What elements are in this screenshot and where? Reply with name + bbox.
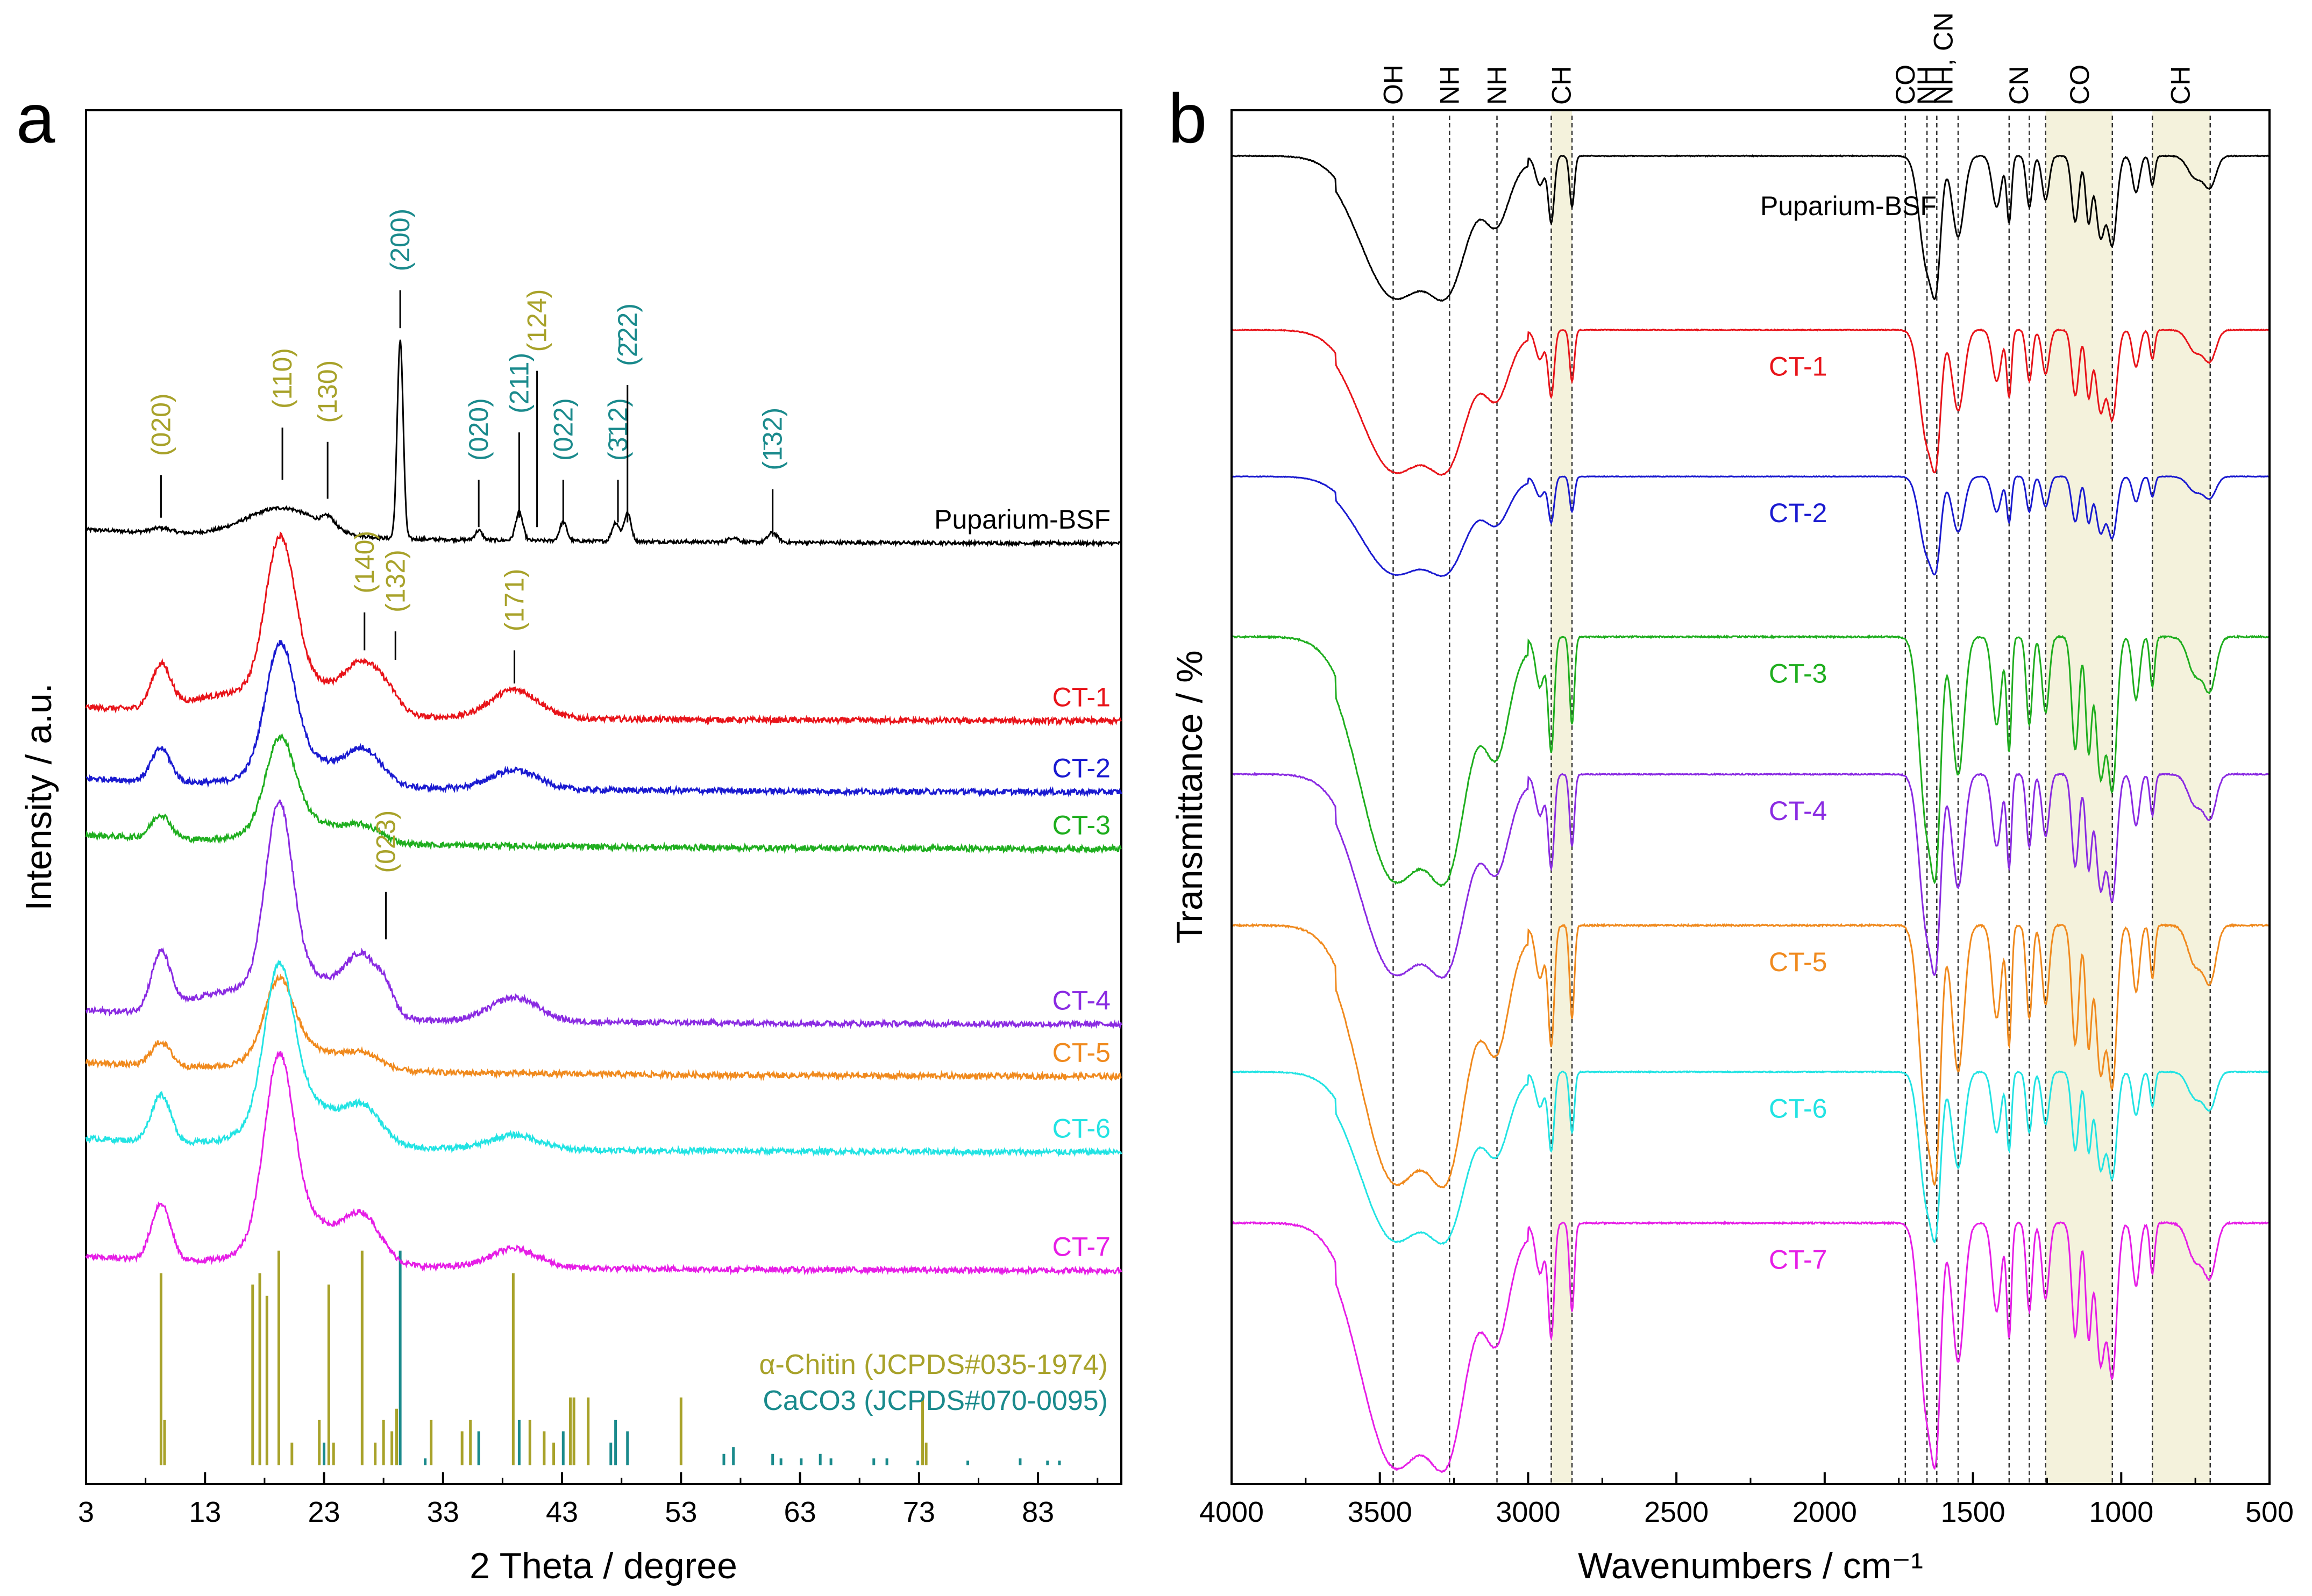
ftir-series-line bbox=[1230, 1070, 2271, 1245]
ftir-x-tick-label: 2500 bbox=[1644, 1496, 1709, 1528]
xrd-peak-label: (211) bbox=[504, 353, 534, 414]
xrd-reference-teal-label: CaCO3 (JCPDS#070-0095) bbox=[763, 1385, 1108, 1416]
xrd-series-line bbox=[85, 959, 1122, 1158]
xrd-peak-label: (130) bbox=[312, 360, 343, 423]
ftir-series-label: CT-4 bbox=[1769, 796, 1827, 826]
ftir-x-axis-label: Wavenumbers / cm⁻¹ bbox=[1578, 1545, 1923, 1586]
ftir-series-label: Puparium-BSF bbox=[1760, 191, 1937, 221]
ftir-chart: Puparium-BSF CT-1 CT-2 CT-3 CT-4 CT-5 CT-6 CT-7… bbox=[1169, 12, 2294, 1586]
panel-a-letter: a bbox=[16, 79, 55, 158]
ftir-shaded-band bbox=[2152, 110, 2210, 1484]
xrd-x-tick-label: 3 bbox=[78, 1496, 94, 1528]
ftir-x-tick-label: 2000 bbox=[1792, 1496, 1857, 1528]
ftir-band-label: OH bbox=[1378, 65, 1408, 105]
ftir-band-label: CO bbox=[2065, 65, 2095, 105]
xrd-y-axis-label: Intensity / a.u. bbox=[18, 683, 59, 910]
ftir-series-line bbox=[1231, 922, 2270, 1188]
ftir-plot-frame bbox=[1230, 109, 2271, 1485]
xrd-series-line bbox=[85, 531, 1122, 726]
xrd-peak-label: (132) bbox=[380, 550, 410, 612]
ftir-band-label: NH bbox=[1912, 66, 1942, 105]
xrd-x-tick-label: 73 bbox=[903, 1496, 935, 1528]
xrd-series-line bbox=[85, 1051, 1122, 1277]
ftir-x-tick-label: 1500 bbox=[1941, 1496, 2005, 1528]
xrd-series-line bbox=[86, 640, 1122, 798]
xrd-peak-label: (200) bbox=[385, 209, 415, 272]
ftir-band-label: NH, CN bbox=[1928, 12, 1958, 105]
ftir-series-line bbox=[1231, 154, 2270, 302]
xrd-peak-label: (3̄12) bbox=[603, 398, 633, 461]
xrd-chart: Puparium-BSF CT-1 CT-2 CT-3 CT-4 CT-5 CT-6 CT-7… bbox=[18, 109, 1122, 1586]
xrd-series-label: CT-2 bbox=[1052, 753, 1111, 783]
xrd-peak-label: (1̄32) bbox=[758, 408, 788, 471]
xrd-peak-label: (124) bbox=[522, 289, 552, 352]
ftir-x-tick-label: 500 bbox=[2245, 1496, 2294, 1528]
xrd-peak-label: (110) bbox=[267, 348, 297, 409]
ftir-series-label: CT-1 bbox=[1769, 352, 1827, 382]
ftir-series-label: CT-5 bbox=[1769, 947, 1827, 977]
ftir-band-label: CH bbox=[2166, 66, 2196, 105]
ftir-shaded-band bbox=[2045, 110, 2112, 1484]
xrd-x-tick-label: 83 bbox=[1022, 1496, 1054, 1528]
xrd-x-axis-label: 2 Theta / degree bbox=[469, 1545, 737, 1586]
xrd-series-label: CT-7 bbox=[1052, 1232, 1111, 1262]
ftir-series-line bbox=[1231, 634, 2270, 887]
xrd-peak-label: (171) bbox=[500, 568, 530, 631]
xrd-series-label: Puparium-BSF bbox=[934, 504, 1111, 535]
xrd-x-tick-label: 53 bbox=[665, 1496, 697, 1528]
xrd-series-line bbox=[85, 973, 1122, 1082]
xrd-peak-label: (2̄22) bbox=[613, 303, 643, 366]
ftir-series-line bbox=[1231, 475, 2270, 578]
xrd-x-tick-label: 23 bbox=[308, 1496, 340, 1528]
xrd-x-tick-label: 33 bbox=[427, 1496, 459, 1528]
ftir-x-tick-label: 1000 bbox=[2089, 1496, 2153, 1528]
ftir-band-label: NH bbox=[1482, 66, 1512, 105]
ftir-y-axis-label: Transmittance / % bbox=[1169, 650, 1210, 943]
xrd-peak-label: (022) bbox=[548, 398, 578, 461]
xrd-series-label: CT-1 bbox=[1052, 682, 1111, 712]
ftir-band-label: CO bbox=[1890, 65, 1920, 105]
xrd-series-line bbox=[85, 732, 1122, 854]
ftir-series-label: CT-2 bbox=[1769, 498, 1827, 528]
xrd-x-tick-label: 63 bbox=[784, 1496, 816, 1528]
xrd-x-tick-label: 43 bbox=[546, 1496, 578, 1528]
xrd-x-tick-label: 13 bbox=[189, 1496, 221, 1528]
xrd-peak-label: (020) bbox=[146, 393, 176, 456]
xrd-reference-olive-label: α-Chitin (JCPDS#035-1974) bbox=[759, 1349, 1108, 1380]
xrd-series-label: CT-4 bbox=[1052, 985, 1111, 1015]
ftir-band-label: CN bbox=[2004, 66, 2034, 105]
xrd-series-label: CT-3 bbox=[1052, 810, 1111, 840]
ftir-x-tick-label: 3000 bbox=[1496, 1496, 1560, 1528]
xrd-peak-label: (020) bbox=[464, 398, 494, 461]
ftir-band-label: NH bbox=[1434, 66, 1464, 105]
ftir-series-label: CT-7 bbox=[1769, 1244, 1827, 1274]
xrd-peak-label: (140) bbox=[350, 531, 380, 594]
xrd-series-label: CT-6 bbox=[1052, 1113, 1111, 1143]
xrd-peak-label: (023) bbox=[371, 810, 401, 873]
ftir-series-line bbox=[1231, 1220, 2270, 1473]
ftir-series-line bbox=[1231, 328, 2270, 476]
ftir-series-line bbox=[1230, 772, 2270, 979]
ftir-series-label: CT-3 bbox=[1769, 658, 1827, 688]
xrd-series-line bbox=[85, 339, 1121, 548]
ftir-x-tick-label: 3500 bbox=[1348, 1496, 1412, 1528]
xrd-series-label: CT-5 bbox=[1052, 1037, 1111, 1067]
xrd-series-line bbox=[85, 799, 1122, 1030]
xrd-plot-frame bbox=[85, 109, 1122, 1485]
ftir-series-label: CT-6 bbox=[1769, 1093, 1827, 1123]
ftir-band-label: CH bbox=[1547, 66, 1577, 105]
panel-b-letter: b bbox=[1168, 79, 1207, 158]
ftir-x-tick-label: 4000 bbox=[1199, 1496, 1264, 1528]
